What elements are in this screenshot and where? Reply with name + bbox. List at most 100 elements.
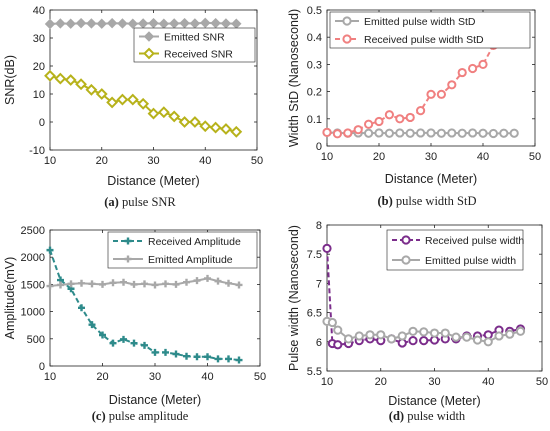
chart-panel: 10 20 30 40 50 5.5 6 6.5 7 7.5 8 Distance (Meter) Pu… <box>287 220 548 423</box>
plus-marker <box>46 246 54 254</box>
legend-label: Emitted SNR <box>164 31 225 43</box>
y-tick-label: 6 <box>316 337 322 349</box>
y-tick-label: 0 <box>39 361 45 373</box>
circle-marker <box>416 128 426 138</box>
legend-box <box>386 229 524 271</box>
circle-marker <box>408 326 418 336</box>
x-tick-label: 40 <box>477 151 489 163</box>
circle-marker <box>386 334 397 344</box>
plus-marker <box>120 335 127 343</box>
x-tick-label: 50 <box>251 155 263 167</box>
y-tick-label: 1500 <box>21 279 45 291</box>
circle-marker <box>440 328 450 338</box>
y-tick-label: 5.5 <box>307 366 322 378</box>
panel-caption: (d) pulse width <box>389 409 466 423</box>
diamond-marker <box>106 17 118 29</box>
y-tick-label: 0 <box>39 117 45 129</box>
diamond-marker <box>117 18 128 29</box>
plus-marker <box>78 304 85 312</box>
legend-label: Emitted pulse width StD <box>364 16 476 28</box>
circle-marker <box>468 63 478 74</box>
legend-label: Received Amplitude <box>148 236 241 248</box>
plus-marker <box>214 277 222 285</box>
circle-marker <box>472 335 483 345</box>
plus-marker <box>151 281 159 289</box>
diamond-marker <box>231 18 242 29</box>
caption-text: pulse width StD <box>393 194 477 208</box>
panel-caption: (c) pulse amplitude <box>92 409 189 423</box>
y-tick-label: 2500 <box>21 225 45 237</box>
circle-marker <box>322 243 332 253</box>
circle-marker <box>401 235 411 245</box>
x-axis-label: Distance (Meter) <box>107 174 199 188</box>
diamond-marker <box>230 125 243 138</box>
y-tick-label: 2000 <box>21 252 45 264</box>
legend: Received Amplitude Emitted Amplitude <box>107 231 258 269</box>
legend-label: Emitted pulse width <box>425 255 516 267</box>
circle-marker <box>374 116 384 127</box>
circle-marker <box>374 128 384 138</box>
plus-marker <box>99 280 106 288</box>
x-tick-label: 20 <box>96 371 108 383</box>
diamond-marker <box>147 107 160 120</box>
circle-marker <box>395 114 405 124</box>
circle-marker <box>426 89 436 99</box>
diamond-marker <box>209 121 222 134</box>
plus-marker <box>141 280 148 288</box>
y-axis-label: Width StD (Nanosecond) <box>287 9 301 147</box>
diamond-marker <box>64 74 77 86</box>
x-tick-label: 10 <box>321 151 333 163</box>
y-tick-label: 8 <box>316 220 322 232</box>
y-tick-label: -10 <box>29 145 45 157</box>
circle-marker <box>384 128 394 138</box>
circle-marker <box>333 325 343 335</box>
legend: Emitted SNR Received SNR <box>133 27 256 63</box>
diamond-marker <box>148 17 159 29</box>
circle-marker <box>384 110 394 120</box>
diamond-marker <box>168 18 180 29</box>
x-tick-label: 20 <box>96 155 108 167</box>
diamond-marker <box>137 97 150 110</box>
circle-marker <box>478 128 488 138</box>
plus-marker <box>162 280 169 288</box>
diamond-marker <box>95 88 108 100</box>
diamond-marker <box>157 106 170 119</box>
plus-marker <box>109 279 117 287</box>
data-series <box>46 274 243 290</box>
y-tick-label: 7.5 <box>307 249 322 261</box>
diamond-marker <box>55 18 66 29</box>
circle-marker <box>342 34 352 44</box>
circle-marker <box>419 336 429 346</box>
plus-marker <box>78 279 85 287</box>
circle-marker <box>509 128 519 138</box>
diamond-marker <box>158 18 170 29</box>
circle-marker <box>364 128 374 138</box>
y-tick-label: 7 <box>316 278 322 290</box>
plus-marker <box>130 280 138 288</box>
x-tick-label: 10 <box>321 376 333 388</box>
diamond-marker <box>210 17 221 29</box>
plus-marker <box>57 281 64 289</box>
x-tick-label: 30 <box>147 155 159 167</box>
legend: Received pulse width Emitted pulse width <box>386 229 524 271</box>
x-tick-label: 30 <box>425 151 437 163</box>
plus-marker <box>172 350 180 358</box>
plus-marker <box>141 341 148 349</box>
plus-marker <box>162 348 169 356</box>
legend-box <box>133 27 256 63</box>
legend-label: Received SNR <box>164 48 233 60</box>
circle-marker <box>426 128 436 138</box>
data-series <box>44 69 243 138</box>
x-axis-label: Distance (Meter) <box>388 394 480 408</box>
data-series <box>322 243 526 350</box>
y-tick-label: 0.1 <box>307 114 322 126</box>
plus-marker <box>151 348 159 356</box>
y-tick-label: 0.3 <box>307 59 322 71</box>
legend-label: Emitted Amplitude <box>148 254 233 266</box>
panel-caption: (a) pulse SNR <box>104 195 176 209</box>
circle-marker <box>343 334 354 344</box>
plus-marker <box>204 353 211 361</box>
legend-label: Received pulse width <box>425 235 524 247</box>
